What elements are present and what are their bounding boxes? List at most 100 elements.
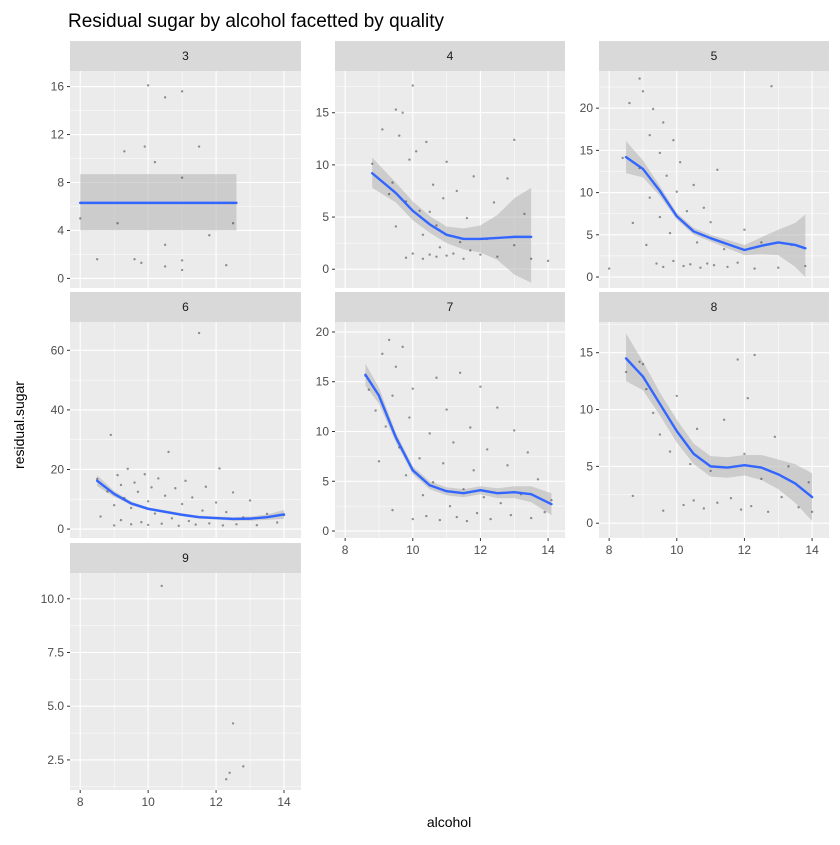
data-point [472, 175, 475, 178]
confidence-band [626, 333, 813, 521]
y-tick-label: 5 [322, 474, 329, 488]
smooth-line [95, 479, 286, 521]
data-point [231, 491, 235, 494]
data-point [462, 488, 465, 491]
data-point [231, 722, 235, 725]
data-point [160, 522, 163, 525]
smooth-line [364, 373, 553, 506]
data-point [242, 765, 245, 768]
panel-plot-area [607, 77, 807, 278]
data-point [469, 426, 472, 429]
data-point [421, 493, 425, 497]
data-point [797, 506, 800, 509]
data-point [129, 506, 133, 510]
panel-plot-area [624, 333, 814, 521]
data-point [150, 486, 153, 489]
data-point [408, 416, 411, 419]
y-tick-label: 10 [316, 424, 330, 438]
data-point [780, 495, 783, 499]
data-point [651, 107, 655, 111]
data-point [546, 259, 550, 263]
data-point [438, 246, 442, 249]
y-tick-label: 20 [51, 462, 65, 476]
data-point [387, 338, 391, 342]
data-point [411, 84, 414, 87]
data-point [401, 111, 404, 114]
data-point [651, 411, 655, 415]
data-point [187, 519, 191, 523]
data-point [722, 418, 726, 421]
data-point [662, 121, 665, 124]
smooth-line [624, 357, 814, 499]
x-tick-label: 10 [670, 543, 684, 557]
data-point [394, 108, 398, 111]
data-point [658, 433, 662, 436]
data-point [712, 264, 716, 267]
y-axis-title: residual.sugar [11, 381, 27, 469]
data-point [692, 183, 695, 187]
data-point [428, 432, 431, 435]
data-point [394, 365, 398, 368]
data-point [146, 84, 150, 87]
data-point [431, 183, 435, 186]
data-point [371, 162, 374, 166]
data-point [641, 90, 645, 93]
data-point [729, 497, 733, 500]
facet-strip [70, 41, 301, 71]
data-point [112, 504, 116, 507]
data-point [631, 494, 635, 498]
data-point [116, 222, 119, 225]
data-point [143, 473, 146, 476]
data-point [255, 523, 259, 527]
data-point [462, 257, 465, 260]
data-point [722, 247, 726, 251]
data-point [191, 496, 194, 499]
y-tick-label: 5 [586, 459, 593, 473]
facet-strip [599, 292, 829, 322]
data-point [492, 201, 496, 204]
data-point [766, 510, 770, 514]
data-point [472, 469, 475, 472]
data-point [391, 394, 394, 397]
data-point [95, 477, 99, 481]
facet-panel-7: 7 0 5 10 15 20 8 10 12 14 [316, 292, 565, 557]
data-point [458, 240, 462, 244]
data-point [645, 387, 648, 391]
data-point [95, 258, 99, 261]
data-point [543, 510, 546, 514]
data-point [452, 252, 455, 255]
data-point [736, 358, 739, 361]
data-point [648, 196, 651, 199]
data-point [509, 513, 513, 517]
data-point [153, 160, 157, 164]
data-point [770, 84, 773, 88]
y-tick-label: 10 [580, 186, 594, 200]
y-tick-label: 0 [322, 262, 329, 276]
data-point [146, 523, 150, 527]
data-point [276, 521, 279, 524]
data-point [225, 264, 228, 267]
data-point [442, 197, 445, 200]
data-point [99, 515, 102, 518]
data-point [641, 362, 645, 366]
data-point [391, 181, 394, 184]
data-point [225, 778, 228, 781]
data-point [435, 224, 438, 227]
facet-strip [70, 543, 301, 573]
data-point [479, 253, 482, 256]
panel-plot-area [371, 84, 550, 283]
data-point [550, 498, 553, 502]
data-point [140, 521, 143, 524]
facet-strip [335, 41, 565, 71]
data-point [716, 501, 719, 504]
data-point [621, 156, 624, 160]
data-point [689, 462, 692, 466]
data-point [675, 394, 678, 398]
data-point [475, 511, 479, 515]
data-point [726, 265, 729, 269]
data-point [455, 515, 458, 519]
data-point [126, 467, 129, 471]
data-point [523, 212, 526, 216]
data-point [78, 217, 82, 220]
confidence-band [372, 157, 532, 283]
